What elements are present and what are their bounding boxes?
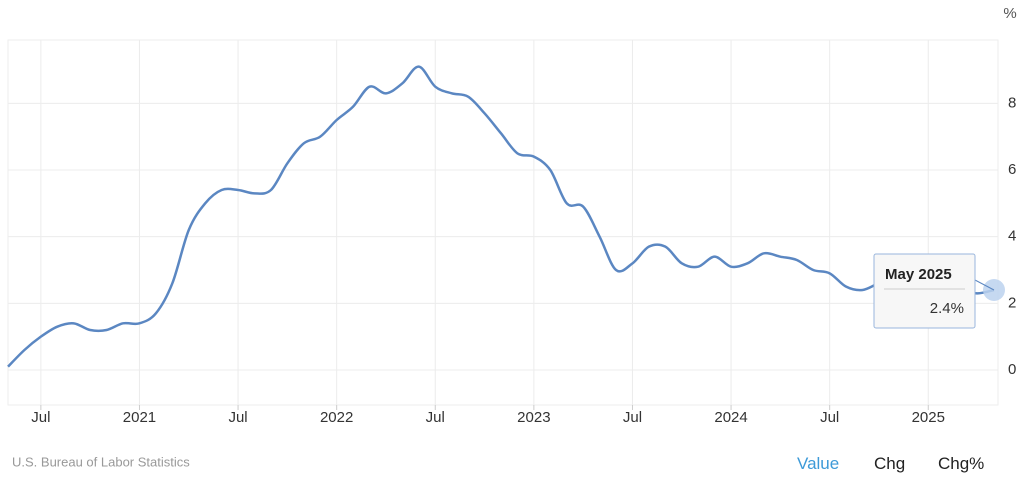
tooltip-connector	[974, 279, 995, 291]
tab[interactable]: Value	[797, 454, 840, 473]
y-tick-label: 0	[1008, 361, 1016, 378]
x-tick-label: Jul	[623, 409, 642, 426]
x-tick-label: 2023	[517, 409, 550, 426]
x-tick-label: 2021	[123, 409, 156, 426]
tooltip-value: 2.4%	[930, 300, 964, 317]
data-line	[7, 65, 995, 368]
y-tick-label: 8	[1008, 94, 1016, 111]
tooltip	[873, 253, 976, 329]
x-tick-label: Jul	[228, 409, 247, 426]
tooltip-title: May 2025	[885, 266, 952, 283]
plot-border	[7, 39, 999, 406]
y-tick-label: 4	[1008, 228, 1016, 245]
tab[interactable]: Chg%	[938, 454, 985, 473]
x-tick-label: Jul	[31, 409, 50, 426]
y-tick-label: 6	[1008, 161, 1016, 178]
unit-label: %	[1003, 5, 1016, 22]
source: U.S. Bureau of Labor Statistics	[12, 454, 190, 469]
tab[interactable]: Chg	[874, 454, 906, 473]
x-tick-label: Jul	[820, 409, 839, 426]
x-tick-label: 2022	[320, 409, 353, 426]
x-tick-label: 2024	[714, 409, 747, 426]
x-tick-label: 2025	[912, 409, 945, 426]
y-tick-label: 2	[1008, 294, 1016, 311]
x-tick-label: Jul	[426, 409, 445, 426]
